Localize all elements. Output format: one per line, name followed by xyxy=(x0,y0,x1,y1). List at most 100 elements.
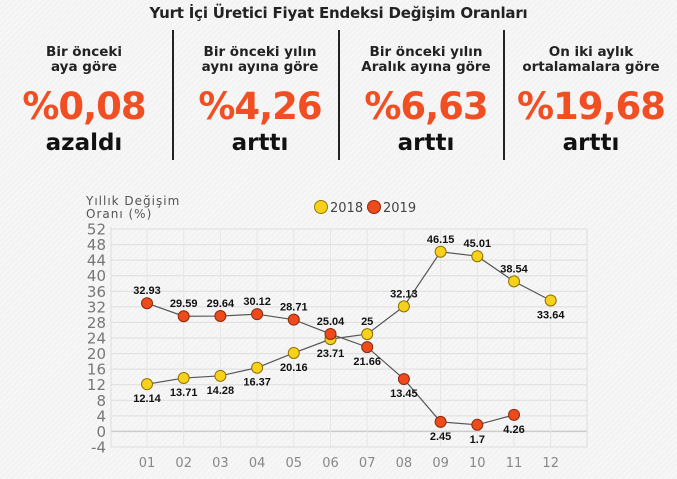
data-label-2018: 45.01 xyxy=(464,238,492,250)
data-label-2018: 38.54 xyxy=(500,263,528,275)
series-line-2018 xyxy=(146,251,551,385)
stat-direction: azaldı xyxy=(45,130,123,156)
y-tick-label: 48 xyxy=(87,236,106,254)
data-label-2019: 29.59 xyxy=(170,298,198,310)
stat-monthly: Bir önceki aya göre %0,08 azaldı xyxy=(0,30,168,164)
stat-direction: arttı xyxy=(397,130,455,156)
data-label-2019: 29.64 xyxy=(207,298,235,310)
x-tick-label: 12 xyxy=(542,456,559,471)
data-label-2019: 4.26 xyxy=(503,424,524,436)
data-point-2019 xyxy=(397,373,410,386)
data-label-2018: 32.13 xyxy=(390,288,418,300)
x-axis: 01 02 03 04 05 06 07 08 09 10 11 12 xyxy=(139,456,559,471)
data-point-2019 xyxy=(361,341,374,354)
data-point-2018 xyxy=(287,346,300,359)
stat-label: Bir önceki yılın aynı ayına göre xyxy=(176,45,344,75)
x-tick-label: 11 xyxy=(506,456,523,471)
data-point-2018 xyxy=(251,361,264,374)
data-point-2019 xyxy=(471,418,484,431)
data-point-2019 xyxy=(508,408,520,421)
data-point-2018 xyxy=(214,369,227,382)
data-point-2018 xyxy=(434,245,447,258)
series-points xyxy=(141,245,557,431)
page-title: Yurt İçi Üretici Fiyat Endeksi Değişim O… xyxy=(149,4,528,22)
data-point-2018 xyxy=(397,300,410,313)
data-point-2019 xyxy=(214,310,227,323)
y-tick-label: 8 xyxy=(96,392,106,410)
stat-label: On iki aylık ortalamalara göre xyxy=(507,45,675,75)
y-tick-label: 0 xyxy=(96,423,106,441)
data-label-2018: 12.14 xyxy=(133,393,161,405)
y-tick-label: 32 xyxy=(87,298,106,316)
stat-value: %6,63 xyxy=(364,85,488,128)
data-label-2019: 32.93 xyxy=(133,285,161,297)
stats-row: Bir önceki aya göre %0,08 azaldı Bir önc… xyxy=(0,30,677,164)
stat-twelve-month-average: On iki aylık ortalamalara göre %19,68 ar… xyxy=(507,30,675,164)
legend-label-2019: 2019 xyxy=(383,201,416,216)
stat-value: %4,26 xyxy=(198,85,322,128)
data-point-2019 xyxy=(251,308,264,321)
data-point-2019 xyxy=(324,327,337,340)
data-label-2018: 16.37 xyxy=(243,377,271,389)
data-point-2018 xyxy=(508,275,520,288)
data-point-2019 xyxy=(177,310,190,323)
stat-value: %0,08 xyxy=(22,85,146,128)
stat-label-line1: On iki aylık xyxy=(548,44,634,60)
data-label-2018: 46.15 xyxy=(427,234,455,246)
data-point-2018 xyxy=(361,328,374,341)
x-tick-label: 10 xyxy=(469,456,486,471)
stat-value: %19,68 xyxy=(516,85,666,128)
divider xyxy=(338,30,340,160)
x-tick-label: 04 xyxy=(249,456,266,471)
data-label-2018: 25 xyxy=(361,316,373,328)
data-label-2018: 14.28 xyxy=(207,385,235,397)
data-label-2018: 23.71 xyxy=(317,348,345,360)
data-point-2019 xyxy=(287,313,300,326)
x-tick-label: 05 xyxy=(286,456,303,471)
x-tick-label: 01 xyxy=(139,456,156,471)
stat-label-line2: aya göre xyxy=(50,59,118,75)
stat-label-line1: Bir önceki yılın xyxy=(369,44,483,60)
x-tick-label: 03 xyxy=(212,456,229,471)
stat-label-line1: Bir önceki yılın xyxy=(203,44,317,60)
data-label-2018: 13.71 xyxy=(170,387,198,399)
legend-label-2018: 2018 xyxy=(330,201,363,216)
data-label-2019: 25.04 xyxy=(317,316,345,328)
y-tick-label: 20 xyxy=(87,345,106,363)
stat-direction: arttı xyxy=(231,130,289,156)
stat-label: Bir önceki aya göre xyxy=(0,45,168,75)
stat-label-line1: Bir önceki xyxy=(46,44,122,60)
y-tick-label: 36 xyxy=(87,283,106,301)
legend: 2018 2019 xyxy=(314,200,416,216)
data-point-2018 xyxy=(471,250,484,263)
data-point-2018 xyxy=(141,378,153,391)
divider xyxy=(172,30,174,160)
y-axis-label-line1: Yıllık Değişim xyxy=(85,194,180,208)
y-axis-label-line2: Oranı (%) xyxy=(86,207,152,221)
data-label-2018: 20.16 xyxy=(280,362,308,374)
stat-label: Bir önceki yılın Aralık ayına göre xyxy=(342,45,510,75)
x-tick-label: 08 xyxy=(396,456,413,471)
stat-label-line2: aynı ayına göre xyxy=(201,59,319,75)
stat-label-line2: Aralık ayına göre xyxy=(361,59,491,75)
divider xyxy=(503,30,505,160)
x-tick-label: 06 xyxy=(322,456,339,471)
y-tick-label: 24 xyxy=(87,330,106,348)
data-point-2019 xyxy=(434,415,447,428)
stat-yearly: Bir önceki yılın aynı ayına göre %4,26 a… xyxy=(176,30,344,164)
data-label-2018: 33.64 xyxy=(537,309,565,321)
legend-marker-2018 xyxy=(314,200,328,214)
x-tick-label: 02 xyxy=(175,456,192,471)
x-tick-label: 07 xyxy=(359,456,376,471)
data-label-2019: 21.66 xyxy=(353,356,381,368)
x-tick-label: 09 xyxy=(432,456,449,471)
y-tick-label: 40 xyxy=(87,267,106,285)
stat-label-line2: ortalamalara göre xyxy=(522,59,660,75)
data-label-2019: 13.45 xyxy=(390,388,418,400)
data-point-2019 xyxy=(141,297,153,310)
y-tick-label: 28 xyxy=(87,314,106,332)
y-tick-label: 4 xyxy=(96,407,106,425)
legend-marker-2019 xyxy=(367,200,381,214)
